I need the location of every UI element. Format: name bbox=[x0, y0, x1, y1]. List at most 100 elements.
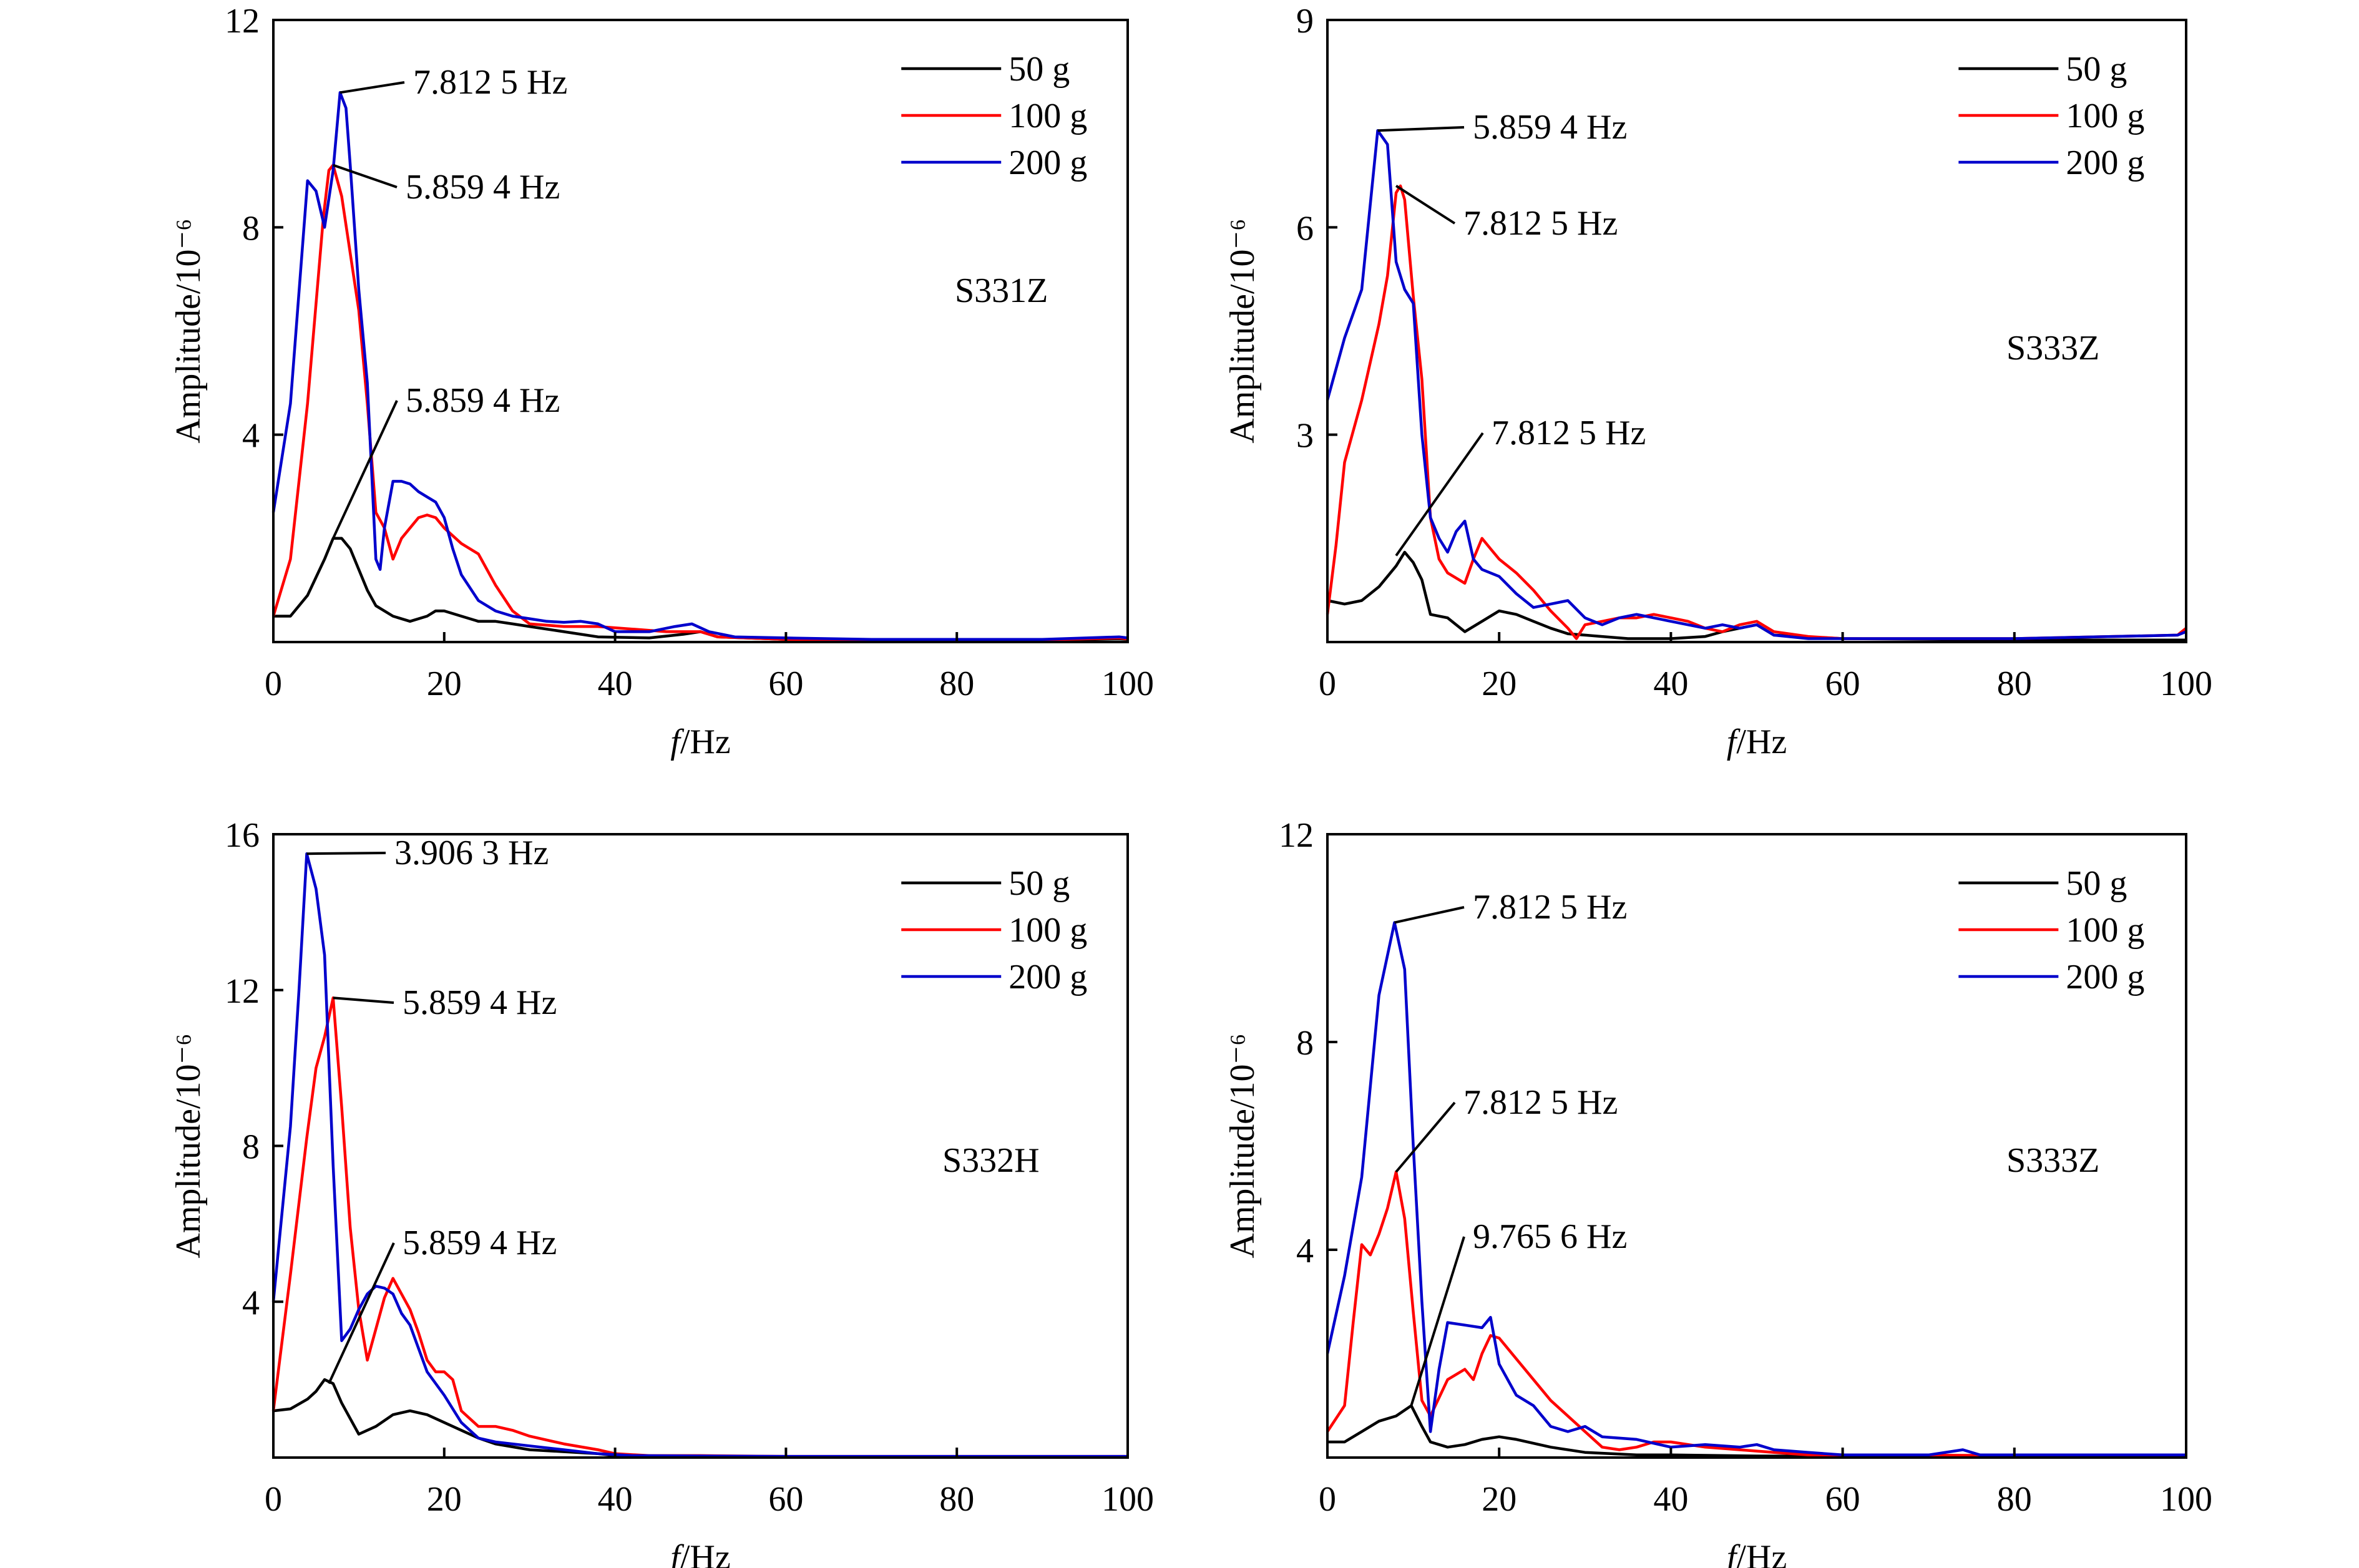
plot-frame bbox=[272, 19, 1129, 643]
x-axis-title: f/Hz bbox=[1727, 723, 1787, 761]
y-tick-label: 12 bbox=[1279, 816, 1314, 855]
annotation-label: 3.906 3 Hz bbox=[394, 834, 549, 872]
annotation-label: 7.812 5 Hz bbox=[1473, 888, 1627, 927]
x-tick-label: 20 bbox=[1482, 665, 1516, 703]
annotation-label: 9.765 6 Hz bbox=[1473, 1217, 1627, 1256]
x-tick-label: 80 bbox=[939, 665, 974, 703]
series-line-100g bbox=[1326, 184, 2187, 640]
legend-label: 100 g bbox=[2066, 911, 2144, 950]
legend-label: 100 g bbox=[2066, 97, 2144, 135]
annotation-leader bbox=[1395, 185, 1456, 225]
x-tick-label: 100 bbox=[1101, 1480, 1154, 1519]
legend-label: 50 g bbox=[1009, 864, 1070, 903]
y-tick-label: 12 bbox=[225, 2, 260, 41]
series-line-200g bbox=[1326, 129, 2187, 640]
legend-label: 50 g bbox=[2066, 50, 2127, 89]
y-tick-label: 4 bbox=[242, 1283, 260, 1322]
panel-id-label: S332H bbox=[942, 1141, 1040, 1180]
x-axis-title: f/Hz bbox=[670, 1538, 730, 1568]
series-line-50g bbox=[1327, 550, 2186, 641]
legend-label: 200 g bbox=[2066, 958, 2144, 996]
chart-panel-4: 0 20 40 60 80 100 4 8 12 f/Hz Amplitude/10⁻⁶ 50 g 10… bbox=[1223, 816, 2212, 1568]
annotation-leader bbox=[1395, 432, 1484, 557]
annotation-label: 5.859 4 Hz bbox=[1473, 108, 1627, 147]
x-tick-label: 0 bbox=[265, 1480, 282, 1519]
plot-frame bbox=[1326, 19, 2187, 643]
annotation-leader bbox=[1377, 126, 1465, 132]
x-tick-label: 60 bbox=[1825, 665, 1860, 703]
series-line-50g bbox=[1327, 1404, 2186, 1458]
annotation-label: 5.859 4 Hz bbox=[406, 168, 560, 207]
panel-id-label: S333Z bbox=[2006, 1141, 2099, 1180]
y-tick-label: 3 bbox=[1296, 417, 1314, 455]
annotation-leader bbox=[1395, 1101, 1456, 1173]
annotation-leader bbox=[333, 163, 398, 188]
x-axis-title-unit: /Hz bbox=[680, 723, 731, 761]
x-tick-label: 60 bbox=[1825, 1480, 1860, 1519]
legend-label: 100 g bbox=[1009, 911, 1087, 950]
legend-label: 200 g bbox=[2066, 144, 2144, 182]
y-axis-title: Amplitude/10⁻⁶ bbox=[1223, 1033, 1262, 1258]
chart-panel-3: 0 20 40 60 80 100 4 8 12 16 f/Hz Amplitude/10⁻⁶ 50 g… bbox=[169, 816, 1154, 1568]
x-tick-label: 20 bbox=[427, 1480, 462, 1519]
x-tick-label: 100 bbox=[2160, 1480, 2212, 1519]
y-tick-label: 16 bbox=[225, 816, 260, 855]
annotation-label: 5.859 4 Hz bbox=[406, 381, 560, 420]
x-axis-title-unit: /Hz bbox=[1736, 1538, 1787, 1568]
series-line-100g bbox=[271, 996, 1128, 1458]
y-tick-label: 8 bbox=[1296, 1024, 1314, 1063]
x-tick-label: 20 bbox=[427, 665, 462, 703]
annotation-leader bbox=[333, 996, 394, 1004]
annotation-leader bbox=[306, 852, 386, 855]
series-line-200g bbox=[1326, 921, 2186, 1457]
x-axis-title-unit: /Hz bbox=[1736, 723, 1787, 761]
x-tick-label: 40 bbox=[598, 1480, 633, 1519]
annotation-leader bbox=[332, 400, 398, 539]
annotation-label: 5.859 4 Hz bbox=[403, 1224, 557, 1262]
plot-frame bbox=[1326, 833, 2187, 1459]
legend-label: 100 g bbox=[1009, 97, 1087, 135]
annotation-label: 7.812 5 Hz bbox=[1463, 1083, 1618, 1122]
x-tick-label: 60 bbox=[768, 665, 803, 703]
y-axis-title: Amplitude/10⁻⁶ bbox=[1223, 218, 1262, 443]
annotation-label: 7.812 5 Hz bbox=[1492, 414, 1646, 452]
y-tick-label: 8 bbox=[242, 1128, 260, 1167]
y-tick-label: 9 bbox=[1296, 2, 1314, 41]
y-axis-title: Amplitude/10⁻⁶ bbox=[169, 1033, 208, 1258]
series-line-200g bbox=[271, 91, 1128, 641]
x-tick-label: 100 bbox=[1101, 665, 1154, 703]
y-tick-label: 4 bbox=[242, 417, 260, 455]
x-tick-label: 80 bbox=[1997, 665, 2032, 703]
x-tick-label: 40 bbox=[1653, 665, 1688, 703]
series-line-50g bbox=[273, 537, 1128, 642]
series-line-100g bbox=[271, 163, 1128, 641]
x-axis-title-unit: /Hz bbox=[680, 1538, 731, 1568]
x-tick-label: 0 bbox=[1319, 665, 1336, 703]
x-tick-label: 0 bbox=[1319, 1480, 1336, 1519]
annotation-leader bbox=[339, 81, 405, 94]
annotation-label: 7.812 5 Hz bbox=[413, 63, 567, 102]
annotation-label: 5.859 4 Hz bbox=[403, 983, 557, 1022]
annotation-leader bbox=[1394, 906, 1465, 924]
x-tick-label: 100 bbox=[2160, 665, 2212, 703]
series-line-100g bbox=[1326, 1170, 2187, 1458]
y-tick-label: 8 bbox=[242, 209, 260, 248]
x-tick-label: 60 bbox=[768, 1480, 803, 1519]
y-tick-label: 12 bbox=[225, 972, 260, 1011]
x-axis-title: f/Hz bbox=[1727, 1538, 1787, 1568]
panel-id-label: S331Z bbox=[955, 271, 1048, 310]
x-tick-label: 0 bbox=[265, 665, 282, 703]
x-tick-label: 40 bbox=[598, 665, 633, 703]
series-line-200g bbox=[271, 852, 1128, 1458]
legend-label: 50 g bbox=[2066, 864, 2127, 903]
annotation-leader bbox=[1410, 1236, 1465, 1406]
legend-label: 200 g bbox=[1009, 958, 1087, 996]
panel-id-label: S333Z bbox=[2006, 329, 2099, 368]
y-tick-label: 4 bbox=[1296, 1232, 1314, 1270]
x-tick-label: 80 bbox=[939, 1480, 974, 1519]
x-tick-label: 20 bbox=[1482, 1480, 1516, 1519]
x-tick-label: 80 bbox=[1997, 1480, 2032, 1519]
x-tick-label: 40 bbox=[1653, 1480, 1688, 1519]
legend-label: 50 g bbox=[1009, 50, 1070, 89]
